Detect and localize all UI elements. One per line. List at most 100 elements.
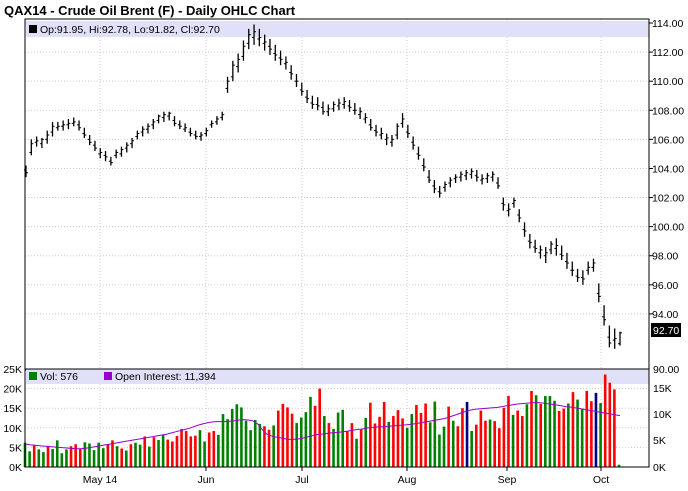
volume-bar bbox=[442, 426, 446, 467]
volume-bar bbox=[32, 445, 36, 467]
volume-bar bbox=[97, 442, 100, 467]
volume-bar bbox=[276, 410, 280, 467]
ohlc-bar bbox=[321, 101, 325, 115]
chart-title: QAX14 - Crude Oil Brent (F) - Daily OHLC… bbox=[4, 3, 296, 18]
price-tick-label: 112.00 bbox=[652, 47, 683, 59]
open-interest-line bbox=[25, 402, 621, 450]
volume-bar bbox=[299, 417, 303, 467]
price-tick-label: 102.00 bbox=[652, 193, 684, 205]
volume-bar bbox=[221, 414, 225, 467]
volume-bar bbox=[230, 408, 234, 467]
volume-bar bbox=[613, 389, 616, 467]
volume-bar bbox=[530, 390, 533, 467]
ohlc-bar bbox=[358, 107, 363, 119]
volume-bar bbox=[88, 443, 91, 467]
volume-left-tick-label: 15K bbox=[3, 403, 22, 415]
volume-bar bbox=[46, 446, 50, 467]
volume-bar bbox=[350, 423, 354, 467]
ohlc-bar bbox=[437, 185, 442, 198]
ohlc-bar bbox=[448, 177, 453, 188]
volume-bar bbox=[511, 414, 515, 467]
ohlc-bar bbox=[469, 168, 474, 179]
ohlc-bar bbox=[570, 261, 575, 277]
ohlc-bar bbox=[586, 261, 591, 275]
volume-plot-border bbox=[24, 368, 650, 468]
ohlc-bar bbox=[61, 120, 66, 131]
volume-bar bbox=[392, 416, 395, 467]
price-tick-label: 94.00 bbox=[652, 309, 678, 321]
volume-bar bbox=[433, 401, 437, 467]
last-price-box bbox=[651, 323, 681, 337]
volume-bar bbox=[240, 407, 243, 467]
volume-bar bbox=[419, 412, 423, 467]
volume-right-tick-label: 5K bbox=[653, 435, 666, 447]
volume-bar bbox=[78, 448, 82, 467]
ohlc-bar bbox=[596, 283, 601, 303]
ohlc-bar bbox=[331, 101, 336, 112]
volume-bar bbox=[346, 430, 349, 467]
volume-bar bbox=[599, 403, 602, 467]
volume-bar bbox=[313, 405, 317, 467]
volume-bar bbox=[539, 403, 543, 467]
volume-bar bbox=[51, 448, 54, 467]
ohlc-bar bbox=[167, 111, 172, 121]
ohlc-bar bbox=[533, 239, 538, 253]
volume-bar bbox=[115, 446, 119, 467]
ohlc-bar bbox=[278, 50, 283, 66]
price-info-text: Op:91.95, Hi:92.78, Lo:91.82, Cl:92.70 bbox=[40, 24, 220, 36]
ohlc-bar bbox=[511, 197, 516, 208]
ohlc-bar bbox=[108, 156, 113, 166]
volume-bar bbox=[410, 414, 414, 467]
volume-bar bbox=[415, 405, 418, 467]
oi-legend-marker bbox=[104, 372, 112, 380]
ohlc-bar bbox=[421, 158, 426, 172]
ohlc-bar bbox=[267, 39, 272, 55]
volume-bar bbox=[101, 448, 105, 467]
volume-bar bbox=[244, 420, 248, 467]
volume-bar bbox=[447, 406, 450, 467]
ohlc-bar bbox=[591, 258, 596, 272]
ohlc-bar bbox=[517, 209, 522, 223]
volume-bar bbox=[332, 428, 335, 467]
volume-bar bbox=[359, 429, 363, 467]
volume-bar bbox=[194, 435, 197, 467]
volume-bar bbox=[290, 413, 294, 467]
price-axis: 114.00 112.00 110.00 108.00 106.00 104.00 102.… bbox=[649, 18, 684, 321]
vol-legend-text: Vol: 576 bbox=[40, 371, 78, 383]
price-plot-border bbox=[24, 18, 650, 371]
ohlc-bar bbox=[82, 127, 87, 138]
volume-bar bbox=[488, 419, 492, 467]
volume-bar bbox=[249, 430, 252, 467]
volume-bar bbox=[465, 401, 469, 467]
ohlc-bar bbox=[342, 97, 347, 109]
volume-bar bbox=[364, 418, 368, 467]
ohlc-bar bbox=[71, 117, 76, 127]
ohlc-bar bbox=[496, 177, 501, 189]
volume-bar bbox=[134, 442, 137, 467]
ohlc-bar bbox=[315, 97, 320, 111]
volume-bar bbox=[502, 407, 506, 467]
x-tick-label: Aug bbox=[398, 474, 417, 486]
volume-bar bbox=[382, 401, 386, 467]
x-tick-label: May 14 bbox=[83, 474, 118, 486]
ohlc-bar bbox=[490, 171, 495, 182]
ohlc-bar bbox=[549, 241, 554, 255]
volume-bar bbox=[438, 434, 441, 467]
volume-bar bbox=[479, 410, 483, 467]
oi-legend-text: Open Interest: 11,394 bbox=[115, 371, 216, 383]
volume-bar bbox=[125, 450, 128, 467]
volume-bar bbox=[373, 423, 377, 467]
volume-bar bbox=[525, 404, 529, 467]
ohlc-bar bbox=[252, 24, 257, 45]
ohlc-bar bbox=[368, 119, 373, 131]
volume-bar bbox=[461, 408, 464, 467]
volume-bar bbox=[120, 448, 123, 467]
price-info-marker bbox=[29, 25, 37, 33]
ohlc-bar bbox=[103, 151, 108, 162]
volume-bar bbox=[129, 444, 133, 467]
ohlc-bar bbox=[140, 126, 145, 137]
price-tick-label: 114.00 bbox=[652, 18, 683, 30]
ohlc-bar bbox=[225, 76, 230, 93]
ohlc-bar bbox=[283, 56, 288, 70]
price-bars bbox=[24, 24, 622, 349]
